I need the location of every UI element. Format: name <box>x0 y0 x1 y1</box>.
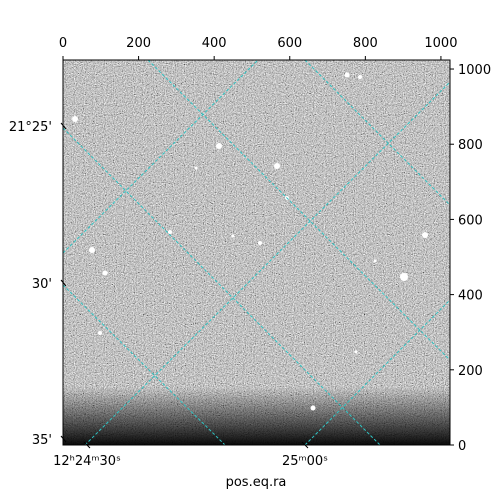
dec-tick-label: 21°25' <box>9 120 52 135</box>
y-tick-label: 0 <box>458 439 466 454</box>
dec-tick <box>60 122 67 130</box>
dec-tick <box>60 279 67 287</box>
x-tick-label: 0 <box>59 36 67 51</box>
stars <box>72 72 428 411</box>
frame <box>62 59 451 446</box>
dec-tick-label: 30' <box>32 277 52 292</box>
y-tick-label: 600 <box>458 213 483 228</box>
x-tick-label: 200 <box>126 36 151 51</box>
x-axis-label: pos.eq.ra <box>226 475 287 490</box>
ra-tick-label: 12ʰ24ᵐ30ˢ <box>53 454 121 469</box>
x-tick-label: 400 <box>202 36 227 51</box>
ra-tick-label: 25ᵐ00ˢ <box>282 454 328 469</box>
coordinate-grid <box>63 60 450 445</box>
x-tick-label: 800 <box>353 36 378 51</box>
dec-tick-label: 35' <box>32 433 52 448</box>
ra-tick <box>301 441 309 449</box>
ra-tick <box>83 441 91 449</box>
y-tick-label: 1000 <box>458 63 491 78</box>
x-tick-label: 600 <box>277 36 302 51</box>
dec-tick <box>60 435 67 443</box>
y-tick-label: 400 <box>458 289 483 304</box>
y-tick-label: 200 <box>458 364 483 379</box>
sky-image <box>63 60 450 445</box>
y-tick-label: 800 <box>458 138 483 153</box>
x-tick-label: 1000 <box>424 36 457 51</box>
